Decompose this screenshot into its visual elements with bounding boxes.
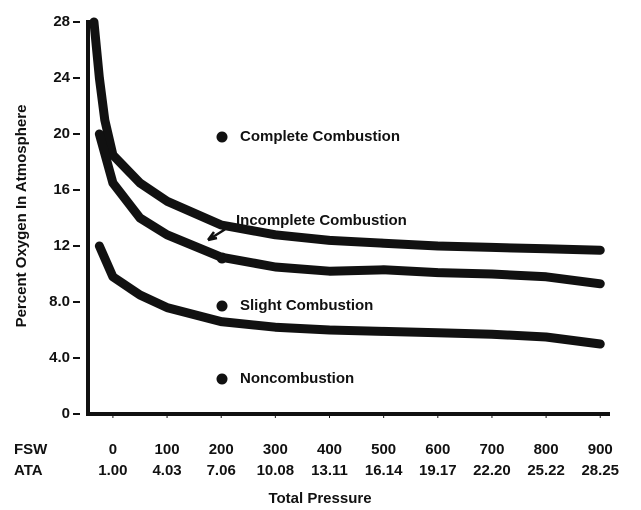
curve bbox=[89, 17, 605, 255]
region-dot bbox=[216, 373, 228, 385]
region-label: Incomplete Combustion bbox=[236, 212, 407, 229]
curve bbox=[94, 129, 605, 289]
region-dot bbox=[216, 300, 228, 312]
x2-tick-label: 4.03 bbox=[152, 462, 181, 479]
x2-tick-label: 22.20 bbox=[473, 462, 511, 479]
y-tick-label: 16 bbox=[53, 181, 70, 198]
x2-tick-label: 25.22 bbox=[527, 462, 565, 479]
x-tick-label: 900 bbox=[588, 441, 613, 458]
annotation-arrow bbox=[207, 223, 233, 242]
x-tick-label: 700 bbox=[479, 441, 504, 458]
x-tick-label: 600 bbox=[425, 441, 450, 458]
x-axis-label: Total Pressure bbox=[268, 490, 371, 507]
x2-tick-label: 13.11 bbox=[311, 462, 348, 479]
x-tick-label: 100 bbox=[155, 441, 180, 458]
x2-tick-label: 7.06 bbox=[207, 462, 236, 479]
y-tick-label: 20 bbox=[53, 125, 70, 142]
region-label: Complete Combustion bbox=[240, 128, 400, 145]
y-axis-label: Percent Oxygen In Atmosphere bbox=[13, 105, 30, 328]
region-label: Slight Combustion bbox=[240, 297, 373, 314]
x-tick-label: 0 bbox=[109, 441, 117, 458]
x2-tick-label: 1.00 bbox=[98, 462, 127, 479]
curve bbox=[94, 241, 605, 349]
x-tick-label: 800 bbox=[534, 441, 559, 458]
x2-tick-label: 28.25 bbox=[581, 462, 619, 479]
y-tick-label: 12 bbox=[53, 237, 70, 254]
region-label: Noncombustion bbox=[240, 370, 354, 387]
y-tick-label: 0 bbox=[62, 405, 70, 422]
x2-tick-label: 16.14 bbox=[365, 462, 403, 479]
x-tick-label: 200 bbox=[209, 441, 234, 458]
y-tick-label: 8.0 bbox=[49, 293, 70, 310]
y-tick-label: 28 bbox=[53, 13, 70, 30]
x-tick-label: 300 bbox=[263, 441, 288, 458]
x-tick-label: 400 bbox=[317, 441, 342, 458]
region-dot bbox=[216, 252, 228, 264]
x-tick-label: 500 bbox=[371, 441, 396, 458]
x2-row-label: ATA bbox=[14, 462, 43, 479]
region-dot bbox=[216, 131, 228, 143]
x2-tick-label: 10.08 bbox=[257, 462, 295, 479]
y-tick-label: 4.0 bbox=[49, 349, 70, 366]
x-row-label: FSW bbox=[14, 441, 48, 458]
y-tick-label: 24 bbox=[53, 69, 70, 86]
x2-tick-label: 19.17 bbox=[419, 462, 457, 479]
